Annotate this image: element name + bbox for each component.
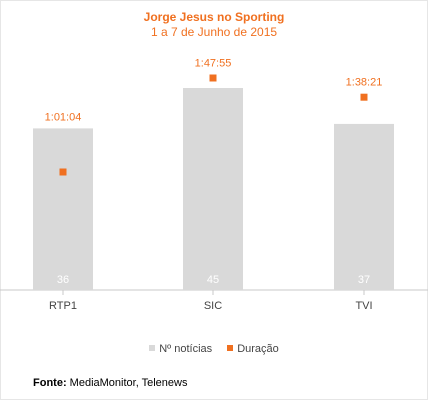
legend-label-duracao: Duração bbox=[237, 343, 279, 355]
bar-rtp1 bbox=[33, 128, 93, 290]
x-tick-sic: SIC bbox=[204, 300, 222, 312]
source-note: Fonte: MediaMonitor, Telenews bbox=[33, 377, 187, 389]
legend-item-noticias[interactable]: Nº notícias bbox=[149, 343, 212, 355]
legend-swatch-duracao bbox=[227, 345, 234, 351]
source-label: Fonte: bbox=[33, 377, 67, 389]
duration-label-tvi: 1:38:21 bbox=[346, 77, 383, 89]
duration-label-sic: 1:47:55 bbox=[195, 58, 232, 70]
duration-marker-rtp1 bbox=[59, 168, 67, 176]
legend-label-noticias: Nº notícias bbox=[159, 343, 213, 355]
bar-tvi bbox=[334, 123, 394, 291]
bar-label-sic: 45 bbox=[207, 274, 219, 286]
legend-swatch-noticias bbox=[149, 345, 156, 351]
legend-item-duracao[interactable]: Duração bbox=[227, 343, 279, 355]
duration-marker-sic bbox=[209, 74, 217, 82]
bar-sic bbox=[183, 88, 243, 290]
chart-title: Jorge Jesus no Sporting bbox=[143, 10, 285, 24]
duration-label-rtp1: 1:01:04 bbox=[45, 111, 82, 123]
chart-subtitle: 1 a 7 de Junho de 2015 bbox=[150, 25, 278, 39]
x-tick-tvi: TVI bbox=[355, 300, 372, 312]
bar-label-rtp1: 36 bbox=[57, 274, 69, 286]
bar-label-tvi: 37 bbox=[358, 274, 370, 286]
source-text: MediaMonitor, Telenews bbox=[69, 377, 188, 389]
chart-legend: Nº notícias Duração bbox=[0, 343, 428, 355]
x-tick-rtp1: RTP1 bbox=[49, 300, 77, 312]
duration-marker-tvi bbox=[360, 93, 368, 101]
